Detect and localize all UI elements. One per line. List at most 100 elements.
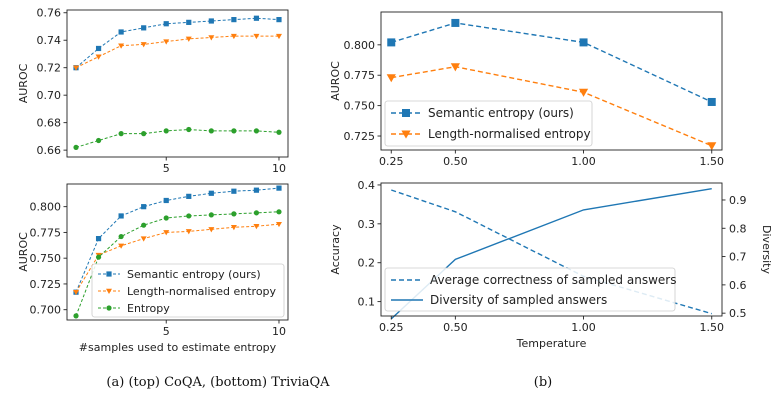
data-point-semantic-2	[95, 236, 102, 242]
data-point-length-5	[163, 39, 170, 45]
legend-marker-semantic	[106, 271, 112, 277]
data-point-entropy-8	[231, 211, 237, 217]
y-tick-label: 0.4	[358, 179, 376, 192]
series-line-entropy	[75, 129, 280, 148]
data-point-length-2	[95, 54, 102, 60]
data-point-entropy-6	[186, 213, 192, 219]
y-tick-label: 0.725	[30, 278, 62, 291]
data-point-entropy-8	[231, 128, 237, 134]
series-line-accuracy	[391, 189, 712, 315]
data-point-semantic-9	[253, 15, 260, 21]
legend-label-length: Length-normalised entropy	[428, 127, 591, 141]
data-point-entropy-3	[118, 131, 124, 137]
data-point-length-4	[140, 236, 147, 242]
y-tick-label: 0.76	[37, 7, 62, 20]
data-point-semantic-3	[118, 29, 124, 35]
y-tick-label: 0.775	[344, 69, 376, 82]
legend-label-semantic: Semantic entropy (ours)	[127, 268, 261, 281]
data-point-entropy-4	[141, 222, 147, 228]
plot-frame	[380, 11, 723, 151]
legend-label-diversity: Diversity of sampled answers	[430, 293, 607, 307]
y-tick-label: 0.800	[30, 201, 62, 214]
data-point-length-2	[450, 63, 460, 72]
series-line-length	[391, 66, 713, 147]
data-point-length-7	[208, 227, 215, 233]
data-point-semantic-7	[208, 190, 214, 196]
x-tick-label: 10	[272, 162, 286, 175]
y-tick-label: 0.725	[344, 130, 376, 143]
y-tick-label: 0.775	[30, 226, 62, 239]
data-point-length-6	[185, 36, 192, 42]
y-right-tick-label: 0.9	[729, 194, 747, 207]
y-tick-label: 0.68	[37, 117, 62, 130]
legend-label-semantic: Semantic entropy (ours)	[428, 106, 574, 120]
data-point-semantic-4	[707, 97, 716, 106]
data-point-length-6	[185, 229, 192, 235]
x-tick-label: 1.00	[571, 155, 596, 168]
legend-box	[384, 100, 593, 147]
series-line-semantic	[75, 17, 280, 69]
caption-a: (a) (top) CoQA, (bottom) TriviaQA	[106, 375, 330, 390]
data-point-entropy-9	[253, 210, 260, 216]
legend-marker-length	[106, 288, 112, 294]
y-tick-label: 0.750	[344, 100, 376, 113]
y-tick-label: 0.3	[358, 218, 376, 231]
data-point-entropy-10	[276, 209, 282, 215]
data-point-length-8	[230, 225, 237, 231]
series-line-semantic	[391, 22, 713, 103]
data-point-semantic-8	[231, 17, 237, 23]
data-point-entropy-4	[141, 131, 147, 137]
data-point-length-7	[208, 35, 215, 41]
x-axis-label: #samples used to estimate entropy	[79, 341, 277, 354]
data-point-semantic-1	[387, 38, 396, 47]
data-point-semantic-5	[163, 197, 169, 204]
y-tick-label: 0.800	[344, 39, 376, 52]
data-point-length-5	[163, 230, 170, 236]
legend-marker-length	[401, 130, 411, 139]
x-tick-label: 0.25	[379, 321, 404, 334]
plot-frame	[66, 183, 289, 321]
data-point-semantic-5	[163, 21, 169, 27]
data-point-length-10	[275, 221, 282, 228]
y-tick-label: 0.66	[37, 144, 62, 157]
y-right-tick-label: 0.7	[729, 251, 747, 264]
data-point-entropy-5	[163, 215, 169, 221]
data-point-semantic-3	[118, 213, 124, 219]
data-point-length-3	[578, 88, 589, 97]
y-axis-label: AUROC	[17, 63, 30, 103]
x-tick-label: 0.50	[443, 155, 468, 168]
data-point-length-3	[118, 43, 125, 49]
data-point-semantic-4	[141, 25, 147, 31]
data-point-length-3	[118, 243, 125, 249]
x-tick-label: 1.50	[699, 155, 724, 168]
data-point-semantic-4	[141, 204, 147, 210]
data-point-entropy-2	[95, 254, 102, 260]
temperature-auroc-chart: 0.25 0.50 1.00 1.50 0.725 0.750 0.775 0.800AURO…	[329, 11, 724, 168]
x-tick-label: 1.00	[571, 321, 596, 334]
plot-frame	[66, 9, 289, 158]
data-point-length-4	[707, 142, 717, 151]
plot-frame	[380, 182, 723, 317]
legend: Semantic entropy (ours) Length-normalised…	[384, 100, 593, 147]
x-tick-label: 0.50	[443, 321, 468, 334]
data-point-length-1	[73, 65, 80, 71]
x-tick-label: 0.25	[379, 155, 404, 168]
y-tick-label: 0.74	[37, 34, 62, 47]
coqa-auroc-chart: 5 10 0.66 0.68 0.70 0.72 0.74 0.76 AUROC	[17, 7, 289, 175]
x-tick-label: 10	[272, 325, 286, 338]
y-axis-label: Accuracy	[329, 224, 342, 275]
y-right-tick-label: 0.5	[729, 307, 747, 320]
y-right-tick-label: 0.8	[729, 222, 747, 235]
legend: Semantic entropy (ours) Length-normalised…	[91, 263, 285, 318]
legend-box	[384, 267, 676, 312]
y-right-tick-label: 0.6	[729, 279, 747, 292]
legend-marker-entropy	[106, 305, 112, 311]
data-point-entropy-7	[208, 212, 214, 218]
data-point-entropy-5	[163, 128, 169, 134]
data-point-semantic-8	[231, 188, 237, 194]
data-point-semantic-2	[451, 18, 460, 27]
y-tick-label: 0.70	[37, 89, 62, 102]
y-tick-label: 0.2	[358, 257, 376, 270]
y-axis-label: AUROC	[329, 61, 342, 101]
